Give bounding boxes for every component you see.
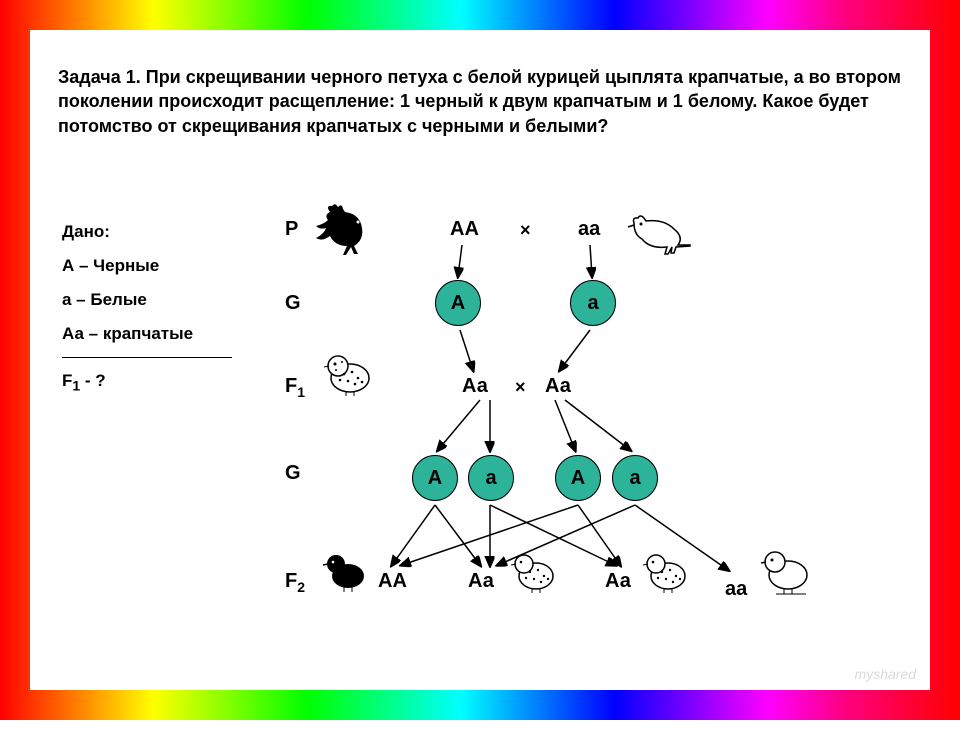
label-F2: F2: [285, 570, 305, 595]
gamete: А: [555, 455, 601, 501]
genotype-F1b: Аа: [545, 375, 571, 398]
gamete: А: [412, 455, 458, 501]
black-chick-icon: [320, 548, 370, 599]
genotype-F2-Aa2: Аа: [605, 570, 631, 593]
label-G2: G: [285, 462, 301, 485]
genotype-F2-aa: аа: [725, 578, 747, 601]
watermark: myshared: [855, 666, 916, 682]
genotype-F1a: Аа: [462, 375, 488, 398]
arrows: [30, 30, 960, 750]
genotype-F2-AA: АА: [378, 570, 407, 593]
speckled-chick-icon: [320, 348, 376, 403]
gamete: а: [612, 455, 658, 501]
content-panel: Задача 1. При скрещивании черного петуха…: [30, 30, 930, 690]
label-F1: F1: [285, 375, 305, 400]
genotype-F2-Aa1: Аа: [468, 570, 494, 593]
gamete: а: [468, 455, 514, 501]
speckled-chick-icon: [508, 548, 560, 601]
cross-symbol: ×: [515, 377, 526, 398]
speckled-chick-icon: [640, 548, 692, 601]
white-chick-icon: [758, 545, 816, 602]
